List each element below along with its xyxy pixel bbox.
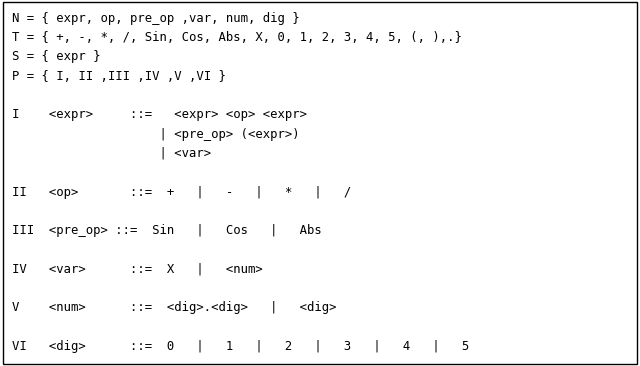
Text: T = { +, -, *, /, Sin, Cos, Abs, X, 0, 1, 2, 3, 4, 5, (, ),.}: T = { +, -, *, /, Sin, Cos, Abs, X, 0, 1… xyxy=(12,31,461,44)
Text: VI   <dig>      ::=  0   |   1   |   2   |   3   |   4   |   5: VI <dig> ::= 0 | 1 | 2 | 3 | 4 | 5 xyxy=(12,340,468,353)
Text: V    <num>      ::=  <dig>.<dig>   |   <dig>: V <num> ::= <dig>.<dig> | <dig> xyxy=(12,302,336,314)
FancyBboxPatch shape xyxy=(3,2,637,364)
Text: III  <pre_op> ::=  Sin   |   Cos   |   Abs: III <pre_op> ::= Sin | Cos | Abs xyxy=(12,224,321,237)
Text: P = { I, II ,III ,IV ,V ,VI }: P = { I, II ,III ,IV ,V ,VI } xyxy=(12,70,225,83)
Text: I    <expr>     ::=   <expr> <op> <expr>: I <expr> ::= <expr> <op> <expr> xyxy=(12,108,307,121)
Text: | <pre_op> (<expr>): | <pre_op> (<expr>) xyxy=(12,128,299,141)
Text: II   <op>       ::=  +   |   -   |   *   |   /: II <op> ::= + | - | * | / xyxy=(12,186,351,199)
Text: IV   <var>      ::=  X   |   <num>: IV <var> ::= X | <num> xyxy=(12,263,262,276)
Text: N = { expr, op, pre_op ,var, num, dig }: N = { expr, op, pre_op ,var, num, dig } xyxy=(12,12,299,25)
Text: S = { expr }: S = { expr } xyxy=(12,51,100,63)
Text: | <var>: | <var> xyxy=(12,147,211,160)
